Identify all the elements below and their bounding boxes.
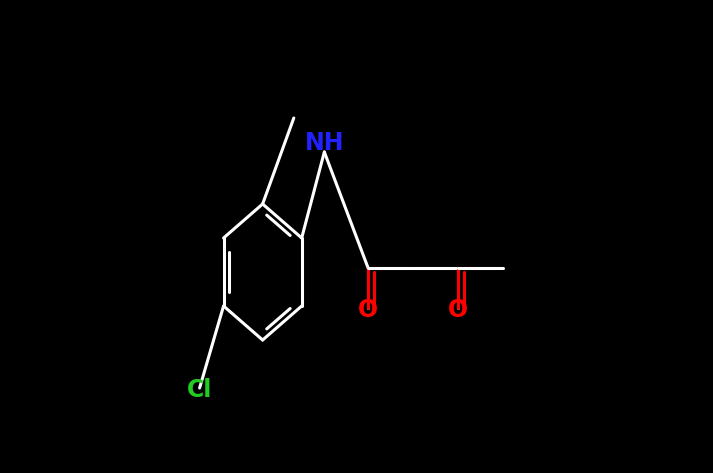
Text: O: O	[448, 298, 468, 322]
Text: O: O	[358, 298, 378, 322]
Text: NH: NH	[304, 131, 344, 155]
Text: Cl: Cl	[187, 378, 212, 402]
